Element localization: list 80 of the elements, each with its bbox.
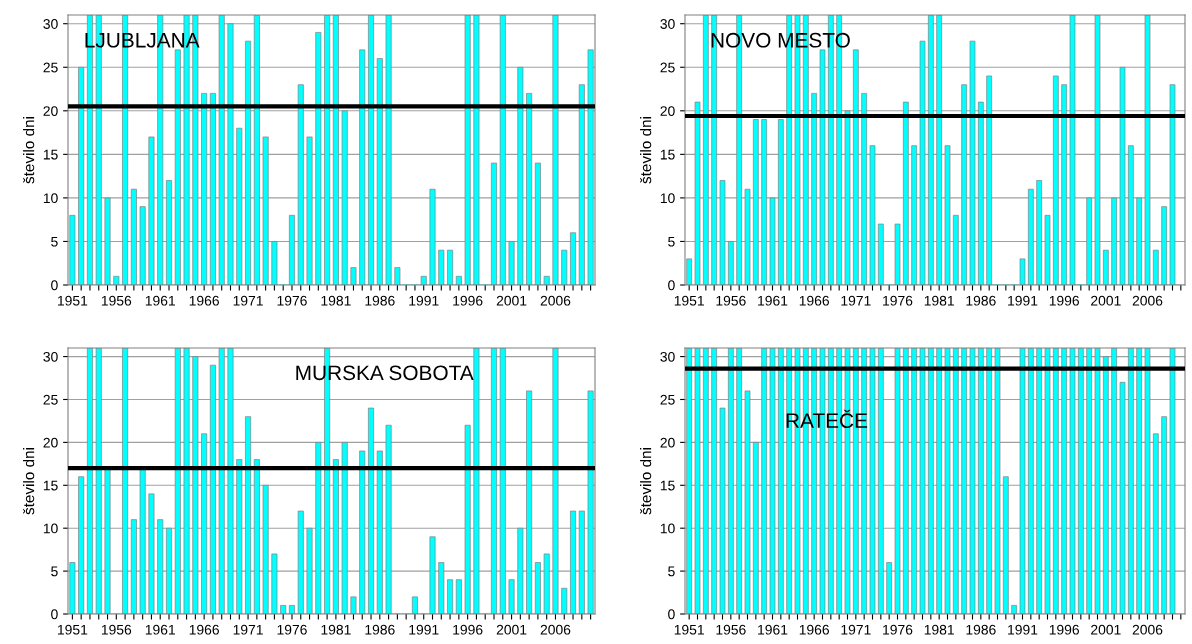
x-tick-label: 1961 bbox=[758, 295, 788, 306]
y-tick-label: 10 bbox=[660, 523, 675, 534]
x-tick-label: 1986 bbox=[365, 624, 395, 635]
x-tick-label: 2006 bbox=[540, 624, 571, 635]
x-tick-label: 1981 bbox=[924, 624, 954, 635]
y-tick-label: 30 bbox=[660, 19, 675, 29]
x-tick-label: 2001 bbox=[496, 295, 527, 306]
x-tick-label: 2006 bbox=[1132, 295, 1163, 306]
x-tick-label: 1991 bbox=[1008, 624, 1038, 635]
x-tick-label: 1976 bbox=[883, 295, 913, 306]
y-tick-label: 5 bbox=[51, 566, 58, 577]
x-tick-label: 1976 bbox=[883, 624, 913, 635]
y-tick-label: 10 bbox=[43, 523, 58, 534]
y-tick-label: 0 bbox=[668, 609, 675, 620]
x-tick-label: 1951 bbox=[58, 624, 88, 635]
x-tick-label: 1981 bbox=[321, 295, 351, 306]
y-tick-label: 15 bbox=[43, 149, 58, 160]
x-tick-label: 1956 bbox=[716, 295, 746, 306]
x-tick-label: 1986 bbox=[365, 295, 395, 306]
y-tick-label: 10 bbox=[660, 193, 675, 204]
x-tick-label: 1996 bbox=[453, 624, 483, 635]
x-tick-label: 1991 bbox=[1008, 295, 1038, 306]
x-tick-label: 1986 bbox=[966, 295, 996, 306]
y-tick-label: 0 bbox=[51, 609, 58, 620]
x-tick-label: 1996 bbox=[1049, 624, 1080, 635]
y-axis-title: število dni bbox=[639, 448, 652, 515]
x-tick-label: 1961 bbox=[145, 624, 175, 635]
y-tick-label: 30 bbox=[43, 19, 58, 29]
y-axis-title: število dni bbox=[22, 117, 35, 184]
y-tick-label: 5 bbox=[668, 236, 675, 247]
x-tick-label: 1956 bbox=[716, 624, 746, 635]
x-tick-label: 1996 bbox=[1049, 295, 1080, 306]
x-tick-label: 1956 bbox=[101, 624, 132, 635]
x-tick-label: 1966 bbox=[799, 295, 830, 306]
y-tick-label: 5 bbox=[668, 566, 675, 577]
x-tick-label: 2006 bbox=[540, 295, 571, 306]
x-tick-label: 1976 bbox=[277, 295, 307, 306]
y-axis-title: število dni bbox=[639, 117, 652, 184]
x-tick-label: 1961 bbox=[758, 624, 788, 635]
x-tick-label: 1961 bbox=[145, 295, 175, 306]
x-tick-label: 1971 bbox=[841, 624, 871, 635]
x-tick-label: 1991 bbox=[409, 295, 439, 306]
y-tick-label: 5 bbox=[51, 236, 58, 247]
x-tick-label: 1996 bbox=[453, 295, 483, 306]
x-tick-label: 2001 bbox=[1091, 295, 1121, 306]
x-tick-label: 2001 bbox=[496, 624, 527, 635]
x-tick-label: 1971 bbox=[233, 295, 263, 306]
x-tick-label: 1966 bbox=[189, 295, 219, 306]
x-tick-label: 1966 bbox=[189, 624, 219, 635]
x-tick-label: 1956 bbox=[101, 295, 132, 306]
y-tick-label: 25 bbox=[660, 394, 675, 405]
x-tick-label: 1971 bbox=[233, 624, 263, 635]
y-tick-label: 25 bbox=[43, 394, 58, 405]
x-tick-label: 1981 bbox=[321, 624, 351, 635]
y-tick-label: 30 bbox=[660, 351, 675, 362]
y-tick-label: 20 bbox=[660, 106, 675, 116]
y-tick-label: 20 bbox=[660, 437, 675, 448]
x-tick-label: 1971 bbox=[841, 295, 871, 306]
x-tick-label: 1951 bbox=[58, 295, 88, 306]
x-tick-label: 2001 bbox=[1091, 624, 1121, 635]
y-tick-label: 25 bbox=[43, 62, 58, 73]
x-tick-label: 1981 bbox=[924, 295, 954, 306]
y-tick-label: 30 bbox=[43, 351, 58, 362]
x-tick-label: 1966 bbox=[799, 624, 830, 635]
y-tick-label: 20 bbox=[43, 437, 58, 448]
y-tick-label: 15 bbox=[660, 149, 675, 160]
y-axis-title: število dni bbox=[22, 448, 35, 515]
x-tick-label: 1991 bbox=[409, 624, 439, 635]
x-tick-label: 1951 bbox=[674, 624, 704, 635]
y-tick-label: 10 bbox=[43, 193, 58, 204]
y-tick-label: 0 bbox=[668, 280, 675, 291]
y-tick-label: 0 bbox=[51, 280, 58, 291]
y-tick-label: 15 bbox=[660, 480, 675, 491]
x-tick-label: 1986 bbox=[966, 624, 996, 635]
x-tick-label: 2006 bbox=[1132, 624, 1163, 635]
y-tick-label: 20 bbox=[43, 106, 58, 116]
x-tick-label: 1951 bbox=[674, 295, 704, 306]
x-tick-label: 1976 bbox=[277, 624, 307, 635]
y-tick-label: 25 bbox=[660, 62, 675, 73]
y-tick-label: 15 bbox=[43, 480, 58, 491]
